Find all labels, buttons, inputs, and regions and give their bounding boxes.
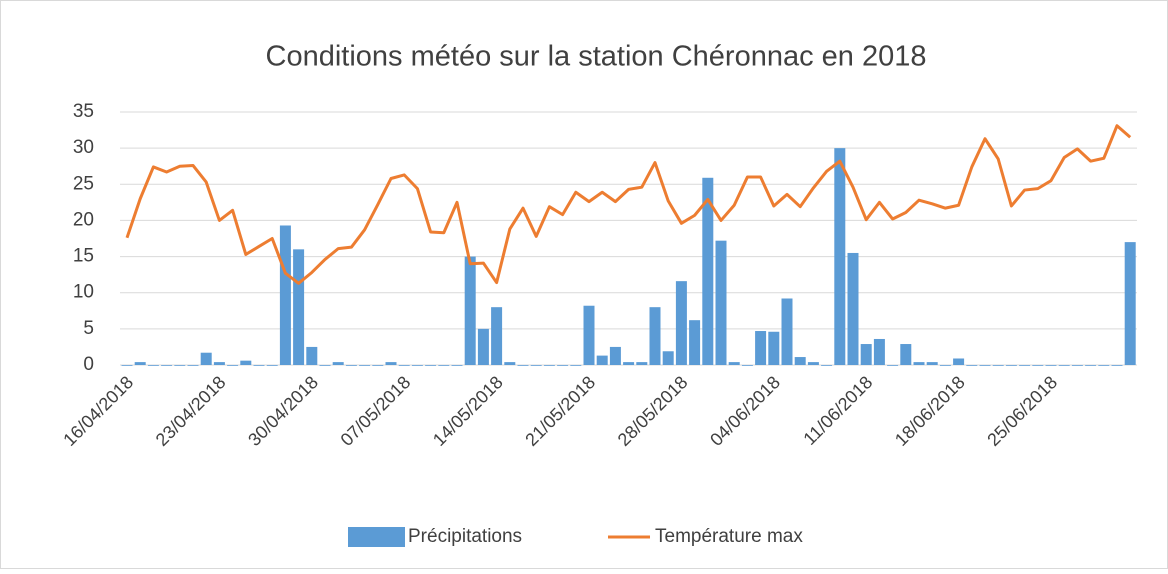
bar [755,331,767,365]
y-tick-label: 35 [73,101,94,122]
legend-swatch [348,527,405,547]
bar [728,362,740,365]
bar [702,177,714,365]
bar [438,365,450,366]
bar [939,365,951,366]
bar [821,365,833,366]
bar [200,352,212,365]
legend-label: Température max [655,526,803,547]
bar [953,358,965,365]
bar [689,320,701,365]
bar [359,365,371,366]
bar [1124,242,1136,365]
bar [1005,365,1017,366]
bar [425,365,437,366]
bar [887,365,899,366]
bar [530,365,542,366]
bar [900,344,912,365]
bar [332,362,344,365]
line [125,124,1132,285]
bar [517,365,529,366]
bar [675,281,687,365]
bar [662,351,674,365]
bar [768,331,780,365]
bar [121,365,133,366]
bar [306,346,318,365]
chart-title: Conditions météo sur la station Chéronna… [266,41,927,73]
bar [609,346,621,365]
bar [174,365,186,366]
bar [240,360,252,365]
bar [1058,365,1070,366]
bar [860,344,872,365]
bar [596,355,608,365]
legend-label: Précipitations [408,526,522,547]
y-tick-label: 30 [73,137,94,158]
bar [253,365,265,366]
bar [649,307,661,365]
bar [1019,365,1031,366]
bar [1085,365,1097,366]
bar [979,365,991,366]
y-tick-label: 15 [73,246,94,267]
bar [451,365,463,366]
bar [992,365,1004,366]
bar [464,256,476,365]
bar [873,338,885,365]
bar [623,362,635,365]
bar [345,365,357,366]
bar [1071,365,1083,366]
bar [715,240,727,365]
bar [636,362,648,365]
bar [966,365,978,366]
bar [187,365,199,366]
bar [385,362,397,365]
bar [926,362,938,365]
bar [134,362,146,365]
bar [279,225,291,365]
bar [1045,365,1057,366]
bar [398,365,410,366]
bar [794,357,806,365]
bar [807,362,819,365]
bar [319,365,331,366]
bar [227,365,239,366]
bar [491,307,503,365]
y-tick-label: 5 [83,318,94,339]
bar [834,148,846,365]
bar [741,365,753,366]
y-tick-label: 0 [83,354,94,375]
y-tick-label: 25 [73,173,94,194]
y-tick-label: 10 [73,282,94,303]
bar [543,365,555,366]
bar [504,362,516,365]
bar [913,362,925,365]
bar [1098,365,1110,366]
bar [266,365,278,366]
bar [583,305,595,365]
bar [147,365,159,366]
bar [570,365,582,366]
bar [1032,365,1044,366]
bar [161,365,173,366]
bar [213,362,225,365]
bar [781,298,793,365]
bar [411,365,423,366]
bar [293,249,305,365]
bar [557,365,569,366]
bar [1111,365,1123,366]
bar [477,328,489,365]
bar [847,252,859,365]
y-tick-label: 20 [73,209,94,230]
bar [372,365,384,366]
